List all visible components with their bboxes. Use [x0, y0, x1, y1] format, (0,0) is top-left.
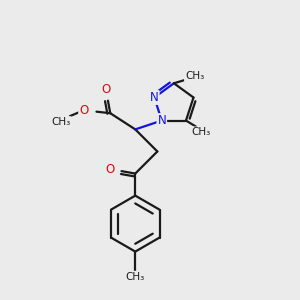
Text: O: O: [106, 163, 115, 176]
Text: CH₃: CH₃: [52, 117, 71, 127]
Text: CH₃: CH₃: [185, 71, 204, 81]
Text: O: O: [79, 104, 88, 117]
Text: CH₃: CH₃: [191, 127, 210, 137]
Text: N: N: [158, 114, 166, 127]
Text: N: N: [150, 91, 159, 104]
Text: O: O: [101, 82, 110, 95]
Text: CH₃: CH₃: [126, 272, 145, 282]
